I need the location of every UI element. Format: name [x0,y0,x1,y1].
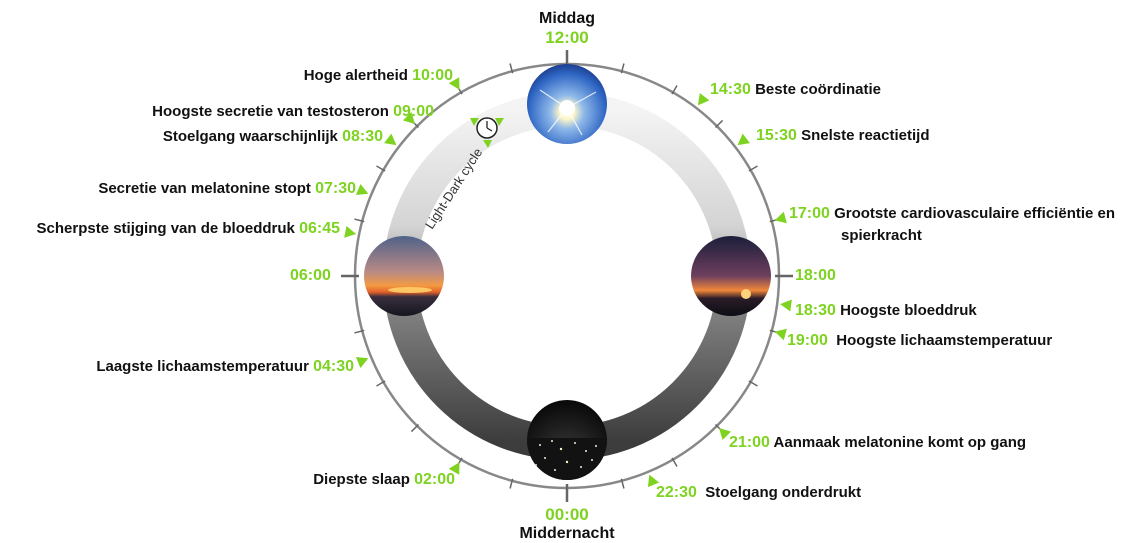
event-17-00-line2: spierkracht [841,227,922,244]
left-time: 06:00 [290,267,331,284]
midday-label: Middag [539,10,595,27]
light-dark-ring [383,92,751,460]
event-marker-arrow [780,299,792,312]
event-18-30: 18:30 Hoogste bloeddruk [795,302,977,319]
event-marker-arrow [355,183,369,196]
event-marker-arrow [697,93,710,106]
bottom-header: 00:00 Middernacht [502,505,632,543]
midnight-label: Middernacht [519,525,615,542]
hour-tick [748,380,758,387]
event-15-30: 15:30 Snelste reactietijd [756,127,930,144]
hour-tick [376,165,386,172]
event-marker-arrow [402,111,415,124]
event-14-30: 14:30 Beste coördinatie [710,81,881,98]
hour-tick [671,457,678,467]
event-marker-arrow [448,462,460,475]
event-marker-arrow [719,428,732,441]
event-06-45: Scherpste stijging van de bloeddruk 06:4… [36,220,340,237]
hour-tick [354,329,365,334]
event-08-30: Stoelgang waarschijnlijk 08:30 [162,128,383,145]
event-marker-arrow [737,133,750,146]
sunrise-photo-icon [364,236,444,316]
event-markers [344,77,792,488]
hour-tick [714,119,724,129]
event-marker-arrow [344,226,357,238]
top-header: Middag 12:00 [517,10,617,48]
hour-tick [620,63,625,74]
hour-tick [509,63,514,74]
sun-photo-icon [527,64,607,144]
night-photo-icon [527,400,607,480]
event-02-00: Diepste slaap 02:00 [313,471,455,488]
event-10-00: Hoge alertheid 10:00 [303,67,453,84]
event-marker-arrow [448,77,460,90]
event-19-00: 19:00 Hoogste lichaamstemperatuur [787,332,1053,349]
event-07-30: Secretie van melatonine stopt 07:30 [98,180,356,197]
event-22-30: 22:30 Stoelgang onderdrukt [656,484,862,501]
hour-tick [509,478,514,489]
event-21-00: 21:00 Aanmaak melatonine komt op gang [729,434,1027,451]
event-17-00: 17:00 Grootste cardiovasculaire efficiën… [789,205,1116,222]
event-marker-arrow [774,211,787,224]
midday-time: 12:00 [545,28,589,47]
hour-tick [354,218,365,223]
hour-tick [671,85,678,95]
hour-tick [410,423,420,433]
event-marker-arrow [355,356,369,369]
hour-tick [748,165,758,172]
hour-tick [620,478,625,489]
clock-icon [470,117,504,148]
right-time: 18:00 [795,267,836,284]
sunset-photo-icon [691,236,771,316]
event-marker-arrow [774,328,787,341]
midnight-time: 00:00 [545,505,589,524]
event-marker-arrow [647,474,660,488]
event-marker-arrow [384,133,397,146]
event-04-30: Laagste lichaamstemperatuur 04:30 [96,358,354,375]
event-09-00: Hoogste secretie van testosteron 09:00 [152,103,434,120]
hour-tick [376,380,386,387]
